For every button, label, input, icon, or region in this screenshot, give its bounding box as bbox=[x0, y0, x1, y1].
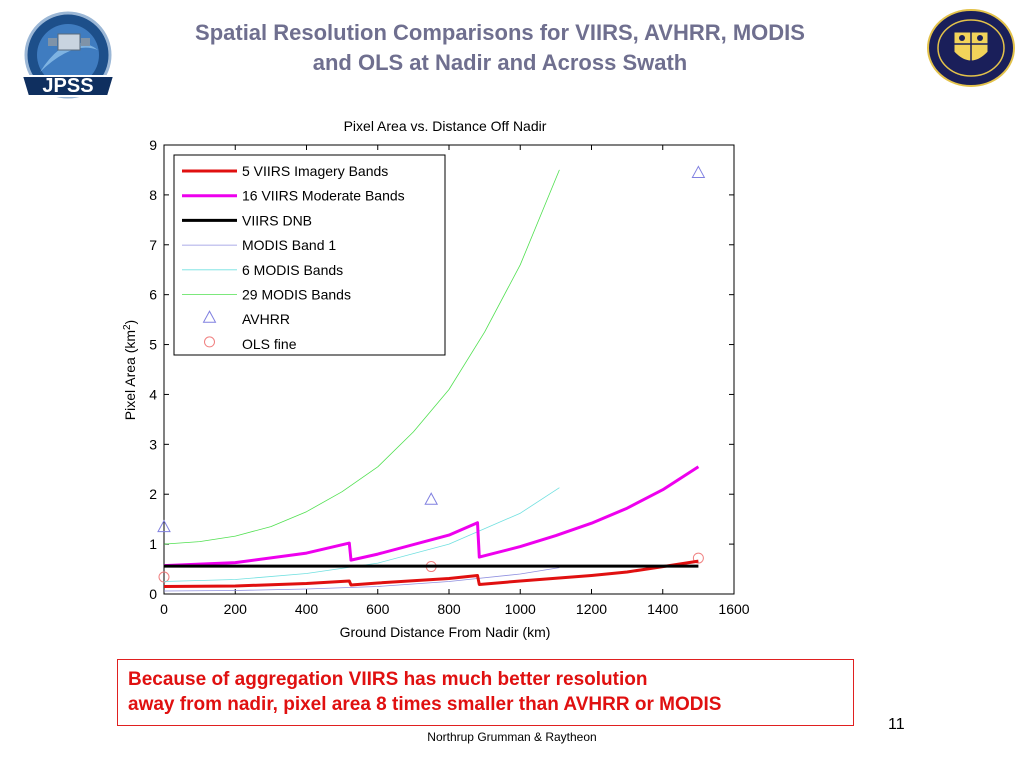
y-tick-label: 7 bbox=[149, 237, 157, 253]
x-tick-label: 1200 bbox=[576, 601, 607, 617]
series-line-16-viirs-moderate-bands bbox=[163, 465, 700, 568]
x-tick-label: 600 bbox=[366, 601, 390, 617]
legend-swatch-avhrr bbox=[202, 310, 217, 323]
series-line-6-modis-bands bbox=[163, 487, 560, 582]
legend-label-viirs-dnb: VIIRS DNB bbox=[242, 212, 312, 228]
legend-label-modis-band-1: MODIS Band 1 bbox=[242, 237, 336, 253]
legend-swatch-ols-fine bbox=[204, 336, 215, 348]
y-tick-label: 6 bbox=[149, 287, 157, 303]
jpss-logo-text: JPSS bbox=[42, 75, 93, 97]
x-tick-label: 200 bbox=[224, 601, 248, 617]
legend-entries: 5 VIIRS Imagery Bands 16 VIIRS Moderate B… bbox=[182, 163, 405, 352]
x-tick-label: 1000 bbox=[505, 601, 536, 617]
callout-line-2: away from nadir, pixel area 8 times smal… bbox=[128, 694, 722, 715]
callout-line-1: Because of aggregation VIIRS has much be… bbox=[128, 669, 648, 690]
series-line-5-viirs-imagery-bands bbox=[163, 559, 699, 588]
y-tick-label: 1 bbox=[149, 536, 157, 552]
legend: 5 VIIRS Imagery Bands 16 VIIRS Moderate B… bbox=[173, 154, 446, 356]
x-tick-label: 1400 bbox=[647, 601, 678, 617]
y-tick-label: 2 bbox=[149, 486, 157, 502]
legend-label-avhrr: AVHRR bbox=[242, 311, 290, 327]
data-series bbox=[157, 165, 706, 592]
y-tick-label: 8 bbox=[149, 187, 157, 203]
page-number: 11 bbox=[888, 716, 905, 733]
slide-title-line-2: and OLS at Nadir and Across Swath bbox=[312, 50, 688, 75]
slide-title: Spatial Resolution Comparisons for VIIRS… bbox=[130, 18, 870, 78]
legend-label-29-modis-bands: 29 MODIS Bands bbox=[242, 287, 351, 303]
legend-label-6-modis-bands: 6 MODIS Bands bbox=[242, 262, 343, 278]
x-axis-label: Ground Distance From Nadir (km) bbox=[340, 624, 551, 640]
slide-title-line-1: Spatial Resolution Comparisons for VIIRS… bbox=[195, 20, 805, 45]
pixel-area-chart: Pixel Area vs. Distance Off Nadir 0 200 40… bbox=[122, 118, 750, 640]
series-marker-ols-fine bbox=[158, 571, 170, 583]
x-tick-label: 1600 bbox=[718, 601, 749, 617]
footer-credit: Northrup Grumman & Raytheon bbox=[427, 730, 597, 744]
y-tick-label: 4 bbox=[149, 386, 157, 402]
laboratory-seal-logo bbox=[927, 9, 1015, 87]
y-tick-label: 9 bbox=[149, 137, 157, 153]
x-tick-label: 400 bbox=[295, 601, 319, 617]
series-marker-avhrr bbox=[691, 165, 706, 178]
legend-label-16-viirs-moderate-bands: 16 VIIRS Moderate Bands bbox=[242, 188, 405, 204]
chart-title: Pixel Area vs. Distance Off Nadir bbox=[344, 118, 547, 134]
y-axis-label-superscript: 2 bbox=[122, 324, 133, 330]
y-axis-label-end: ) bbox=[122, 320, 138, 325]
series-marker-avhrr bbox=[424, 492, 439, 505]
y-tick-label: 5 bbox=[149, 337, 157, 353]
legend-label-5-viirs-imagery-bands: 5 VIIRS Imagery Bands bbox=[242, 163, 388, 179]
x-tick-label: 800 bbox=[437, 601, 461, 617]
series-line-modis-band-1 bbox=[163, 567, 560, 592]
legend-label-ols-fine: OLS fine bbox=[242, 336, 297, 352]
y-axis-label-main: Pixel Area (km bbox=[122, 330, 138, 420]
jpss-logo: JPSS bbox=[20, 11, 116, 99]
x-tick-label: 0 bbox=[160, 601, 168, 617]
y-tick-label: 0 bbox=[149, 586, 157, 602]
y-tick-label: 3 bbox=[149, 436, 157, 452]
y-axis-label: Pixel Area (km2) bbox=[122, 320, 138, 420]
legend-box bbox=[173, 154, 446, 356]
callout-box: Because of aggregation VIIRS has much be… bbox=[117, 659, 854, 726]
series-marker-avhrr bbox=[157, 519, 171, 533]
series-line-29-modis-bands bbox=[163, 169, 560, 545]
series-marker-ols-fine bbox=[692, 552, 704, 564]
axis-ticks: 0 200 400 600 800 1000 1200 1400 1600 0 1 2 3 4 5 6 7 8 9 bbox=[149, 137, 750, 617]
